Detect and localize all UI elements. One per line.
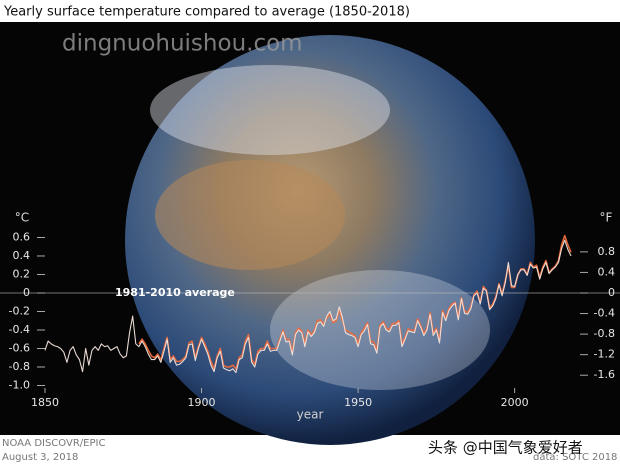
chart-title: Yearly surface temperature compared to a…: [3, 5, 410, 20]
y2-tick-label: 0.4: [598, 265, 616, 278]
y2-tick-label: -1.2: [594, 348, 615, 361]
y-tick-label: -0.4: [9, 323, 30, 336]
clouds: [150, 65, 390, 155]
x-tick-label: 1950: [344, 396, 372, 409]
credit-date: August 3, 2018: [2, 452, 78, 463]
y2-tick-label: -0.4: [594, 307, 615, 320]
credit-data: data: SOTC 2018: [533, 452, 617, 463]
y-tick-label: 0.2: [13, 267, 31, 280]
y2-axis-label: °F: [600, 211, 613, 225]
y2-tick-label: 0: [608, 286, 615, 299]
x-tick-label: 1850: [31, 396, 59, 409]
y2-tick-label: -1.6: [594, 368, 615, 381]
x-tick-label: 2000: [501, 396, 529, 409]
y-tick-label: 0: [23, 286, 30, 299]
watermark: 头条 @中国气象爱好者: [428, 439, 583, 457]
y-tick-label: -0.8: [9, 360, 30, 373]
annotation: 1981-2010 average: [115, 286, 235, 299]
y2-tick-label: -0.8: [594, 327, 615, 340]
y-tick-label: -0.2: [9, 304, 30, 317]
credit-source: NOAA DISCOVR/EPIC: [2, 438, 105, 449]
x-axis-label: year: [297, 408, 324, 422]
y-tick-label: 0.6: [13, 230, 31, 243]
y-tick-label: -1.0: [9, 379, 30, 392]
x-tick-label: 1900: [188, 396, 216, 409]
landmass: [155, 160, 345, 270]
y2-tick-label: 0.8: [598, 245, 616, 258]
temperature-line: [44, 239, 572, 374]
y-tick-label: 0.4: [13, 249, 31, 262]
y-tick-label: -0.6: [9, 341, 30, 354]
y-axis-label: °C: [15, 211, 29, 225]
temperature-line: [138, 234, 572, 370]
watermark: dingnuohuishou.com: [62, 31, 303, 57]
